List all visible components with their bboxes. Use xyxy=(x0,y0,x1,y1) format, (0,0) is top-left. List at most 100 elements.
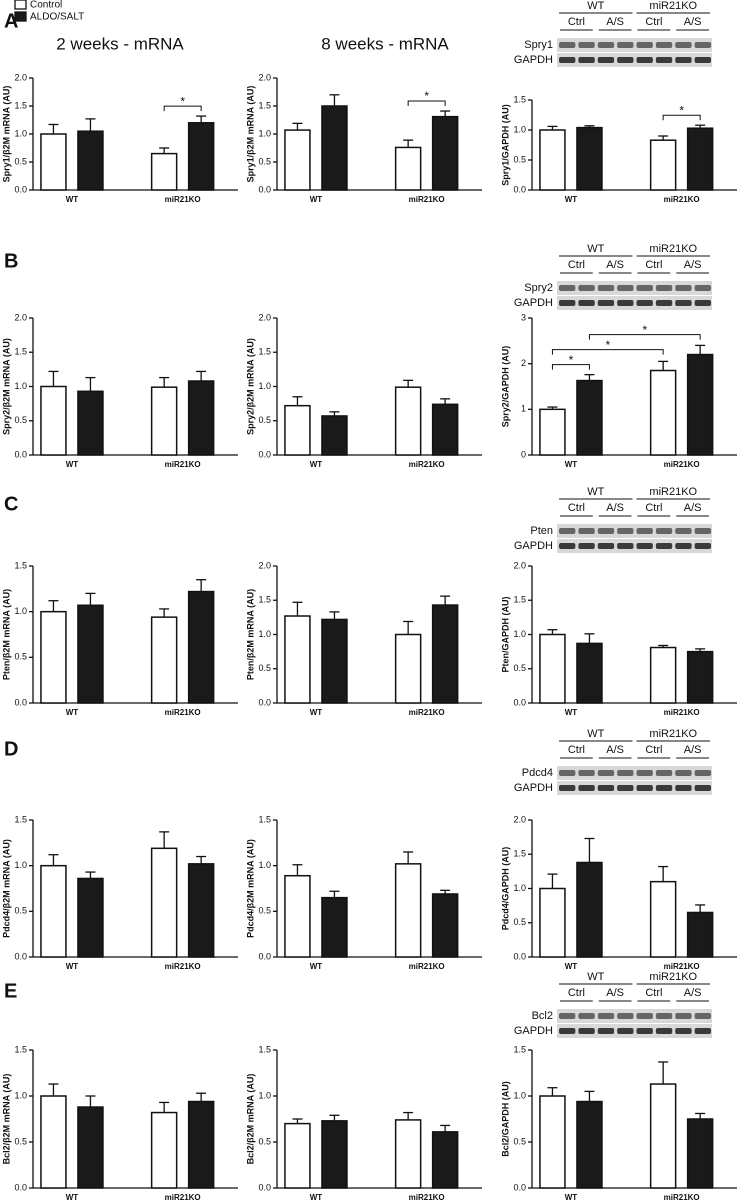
y-tick-label: 0.0 xyxy=(513,951,526,961)
x-tick-label: miR21KO xyxy=(409,1193,445,1202)
y-tick-label: 2.0 xyxy=(513,560,526,570)
blot-band xyxy=(675,1028,692,1034)
blot-band xyxy=(636,528,653,534)
blot-lane: Ctrl xyxy=(568,987,585,999)
blot-band xyxy=(675,543,692,549)
blot-band xyxy=(694,1013,711,1019)
y-tick-label: 0.0 xyxy=(14,449,27,459)
bar xyxy=(284,1122,311,1189)
bar xyxy=(321,105,348,191)
y-axis-label: Bcl2/GAPDH (AU) xyxy=(500,1081,510,1157)
blot-band xyxy=(597,1028,615,1034)
bar xyxy=(431,1131,459,1189)
column-title: 2 weeks - mRNA xyxy=(56,34,184,53)
blot-protein: Pten xyxy=(530,525,553,537)
x-tick-label: miR21KO xyxy=(409,195,445,204)
blot-lane: Ctrl xyxy=(645,259,662,271)
blot-band xyxy=(597,785,615,791)
blot-membrane xyxy=(557,1024,712,1038)
blot-band xyxy=(675,300,692,306)
bar xyxy=(394,863,422,958)
blot-membrane xyxy=(557,53,712,67)
blot-band xyxy=(617,543,634,549)
blot-band xyxy=(578,42,595,48)
blot-band xyxy=(578,57,595,63)
blot-band xyxy=(675,528,692,534)
bar xyxy=(539,129,566,191)
blot-lane: A/S xyxy=(606,502,624,514)
y-tick-label: 0.5 xyxy=(258,156,271,166)
blot-membrane xyxy=(557,524,712,538)
significance-bracket xyxy=(551,364,590,370)
blot-lane: Ctrl xyxy=(645,502,662,514)
blot-band xyxy=(617,770,634,776)
blot-lane: A/S xyxy=(684,987,702,999)
blot-band xyxy=(636,1013,653,1019)
y-axis-label: Pten/β2M mRNA (AU) xyxy=(245,589,255,680)
y-axis-label: Pten/GAPDH (AU) xyxy=(500,596,510,672)
blot-lane: Ctrl xyxy=(645,987,662,999)
y-axis-label: Spry1/β2M mRNA (AU) xyxy=(245,86,255,183)
y-tick-label: 0.0 xyxy=(14,697,27,707)
y-tick-label: 0.0 xyxy=(14,1182,27,1192)
y-tick-label: 0.0 xyxy=(258,1182,271,1192)
y-tick-label: 1.5 xyxy=(14,814,27,824)
x-tick-label: WT xyxy=(66,962,79,971)
bar xyxy=(649,880,677,958)
y-tick-label: 1.0 xyxy=(258,629,271,639)
y-tick-label: 1.0 xyxy=(513,883,526,893)
x-tick-label: WT xyxy=(310,195,323,204)
x-tick-label: WT xyxy=(66,708,79,717)
y-tick-label: 0.0 xyxy=(258,184,271,194)
blot-lane: A/S xyxy=(606,987,624,999)
x-tick-label: miR21KO xyxy=(165,195,201,204)
x-tick-label: miR21KO xyxy=(165,962,201,971)
bar xyxy=(431,403,459,456)
y-tick-label: 1.0 xyxy=(258,128,271,138)
y-axis-label: Spry2/GAPDH (AU) xyxy=(500,346,510,428)
y-tick-label: 2.0 xyxy=(258,72,271,82)
bar xyxy=(187,863,215,958)
y-tick-label: 1.5 xyxy=(14,1044,27,1054)
bar xyxy=(686,127,714,191)
blot-protein: Bcl2 xyxy=(532,1010,553,1022)
x-tick-label: WT xyxy=(565,1193,578,1202)
blot-band xyxy=(675,770,692,776)
y-tick-label: 1.5 xyxy=(258,1044,271,1054)
blot-membrane xyxy=(557,539,712,553)
bar xyxy=(394,386,422,456)
y-axis-label: Pten/β2M mRNA (AU) xyxy=(1,589,11,680)
x-tick-label: WT xyxy=(310,460,323,469)
y-axis-label: Spry1/GAPDH (AU) xyxy=(500,104,510,186)
blot-band xyxy=(597,770,615,776)
blot-band xyxy=(559,528,576,534)
bar xyxy=(394,146,422,191)
blot-band xyxy=(578,770,595,776)
y-tick-label: 1.0 xyxy=(513,124,526,134)
blot-group: miR21KO xyxy=(649,243,697,255)
bar xyxy=(321,896,348,958)
blot-protein: GAPDH xyxy=(514,297,553,309)
blot-group: WT xyxy=(587,971,604,983)
blot-protein: GAPDH xyxy=(514,540,553,552)
y-axis-label: Bcl2/β2M mRNA (AU) xyxy=(245,1074,255,1165)
significance-bracket xyxy=(551,349,664,355)
y-tick-label: 2 xyxy=(521,358,526,368)
bar xyxy=(394,1119,422,1189)
x-tick-label: miR21KO xyxy=(409,708,445,717)
x-tick-label: WT xyxy=(66,195,79,204)
y-tick-label: 0.5 xyxy=(513,663,526,673)
panel-letter: B xyxy=(4,250,18,272)
x-tick-label: WT xyxy=(565,962,578,971)
bar xyxy=(686,1118,714,1189)
bar xyxy=(150,847,178,958)
panel-letter: E xyxy=(4,980,17,1002)
y-tick-label: 0.5 xyxy=(258,906,271,916)
blot-lane: A/S xyxy=(606,16,624,28)
blot-band xyxy=(559,1013,576,1019)
bar xyxy=(150,616,178,704)
y-tick-label: 1.0 xyxy=(258,860,271,870)
blot-band xyxy=(559,785,576,791)
y-tick-label: 0.5 xyxy=(14,652,27,662)
blot-band xyxy=(694,528,711,534)
